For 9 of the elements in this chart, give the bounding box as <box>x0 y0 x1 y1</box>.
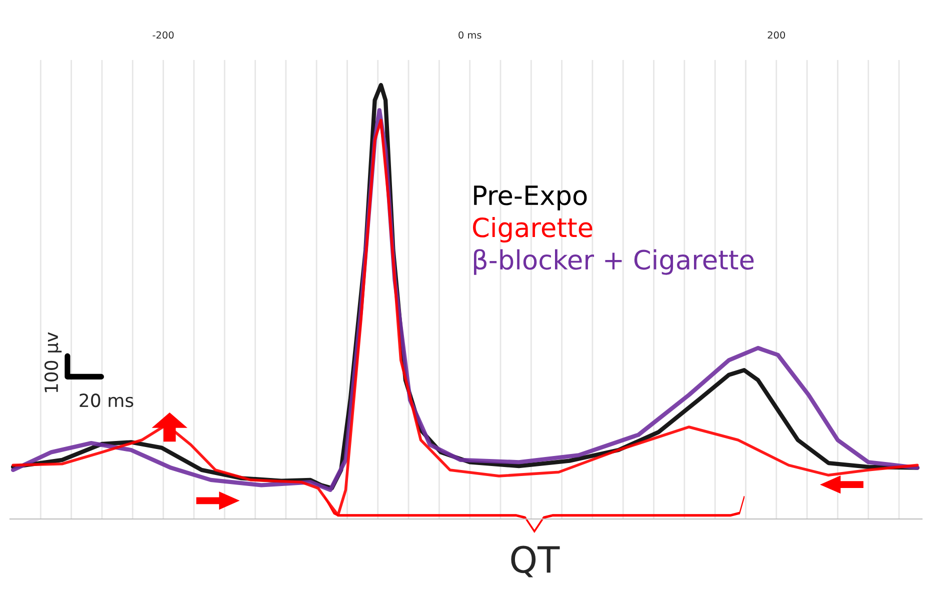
text: Cigarette <box>472 216 592 243</box>
text: β-blocker + Cigarette <box>474 249 754 275</box>
annotation: 100 µv <box>44 332 62 392</box>
text: QT <box>511 546 560 578</box>
x-tick-label: -200 <box>152 31 174 39</box>
text: Pre-Expo <box>474 186 587 210</box>
x-tick-label: 0 ms <box>458 31 482 39</box>
annotation: 20 ms <box>80 394 134 408</box>
x-tick-label: 200 <box>768 31 786 39</box>
